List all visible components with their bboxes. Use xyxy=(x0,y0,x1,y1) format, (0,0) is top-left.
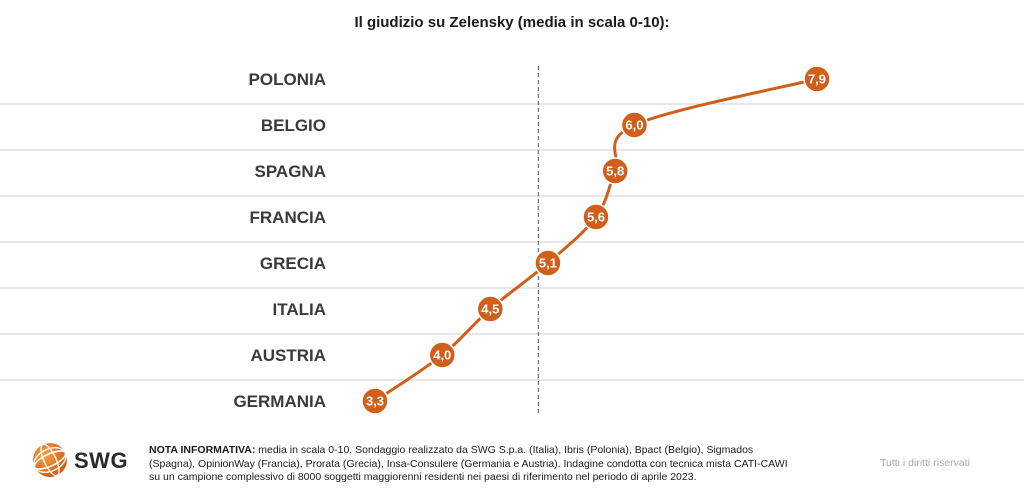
globe-icon xyxy=(33,443,67,477)
swg-logo: SWG xyxy=(30,440,130,480)
data-point: 7,9 xyxy=(803,65,831,93)
copyright-text: Tutti i diritti riservati xyxy=(879,457,970,469)
data-marker xyxy=(428,341,457,369)
footnote: NOTA INFORMATIVA: media in scala 0-10. S… xyxy=(149,444,789,485)
footnote-text: media in scala 0-10. Sondaggio realizzat… xyxy=(149,444,788,483)
category-label-layer: POLONIA BELGIO SPAGNA FRANCIA GRECIA ITALIA AU… xyxy=(233,70,326,411)
category-label: GERMANIA xyxy=(233,392,326,411)
data-label: 5,1 xyxy=(539,256,557,271)
data-marker xyxy=(620,111,649,139)
data-label: 6,0 xyxy=(625,118,643,133)
category-label: FRANCIA xyxy=(250,208,327,227)
data-point: 5,8 xyxy=(601,157,629,185)
data-point: 3,3 xyxy=(361,387,389,415)
category-label: GRECIA xyxy=(260,254,326,273)
data-point: 5,1 xyxy=(534,249,562,277)
data-label: 7,9 xyxy=(808,72,826,87)
data-marker xyxy=(601,157,629,185)
chart-plot: POLONIA BELGIO SPAGNA FRANCIA GRECIA ITALIA AU… xyxy=(0,65,1024,416)
category-label: POLONIA xyxy=(249,70,326,89)
category-label: BELGIO xyxy=(261,116,326,135)
marker-layer: 7,9 6,0 5,8 5,6 5,1 4,5 4,0 3,3 xyxy=(361,65,831,415)
category-label: SPAGNA xyxy=(255,162,326,181)
data-point: 6,0 xyxy=(620,111,649,139)
logo-text: SWG xyxy=(74,448,129,473)
data-label: 4,5 xyxy=(481,302,499,317)
footnote-label: NOTA INFORMATIVA: xyxy=(149,444,256,456)
data-marker xyxy=(361,387,389,415)
data-point: 4,0 xyxy=(428,341,457,369)
category-label: ITALIA xyxy=(272,300,326,319)
data-point: 5,6 xyxy=(582,203,610,231)
data-label: 3,3 xyxy=(366,394,384,409)
chart-title: Il giudizio su Zelensky (media in scala … xyxy=(354,14,670,31)
data-label: 4,0 xyxy=(433,348,451,363)
data-marker xyxy=(803,65,831,93)
data-marker xyxy=(582,203,610,231)
data-marker xyxy=(534,249,562,277)
data-label: 5,8 xyxy=(606,164,624,179)
category-label: AUSTRIA xyxy=(250,346,326,365)
data-point: 4,5 xyxy=(476,295,505,323)
data-marker xyxy=(476,295,505,323)
grid-layer xyxy=(0,103,1024,381)
data-label: 5,6 xyxy=(587,210,605,225)
